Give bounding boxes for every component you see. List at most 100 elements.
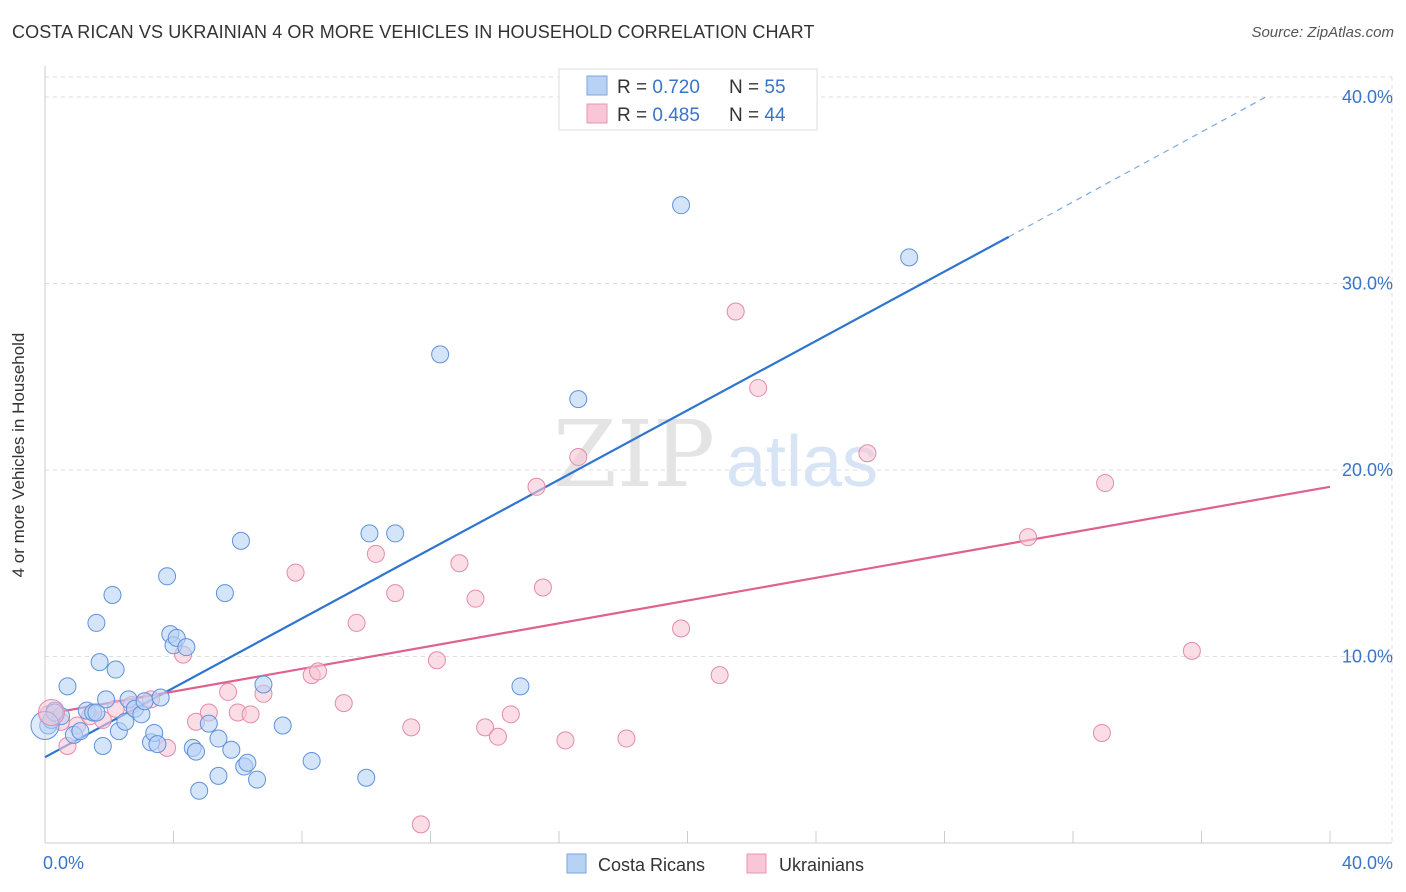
point-ukrainians-23 — [386, 584, 405, 603]
gridlines — [45, 76, 1393, 843]
point-ukrainians-29 — [476, 718, 495, 737]
point-ukrainians-28 — [466, 589, 485, 608]
point-costa-ricans-17 — [116, 712, 135, 731]
point-ukrainians-42 — [1019, 528, 1038, 547]
point-ukrainians-25 — [411, 815, 430, 834]
legend-n-value-2: 44 — [764, 105, 786, 126]
point-ukrainians-39 — [726, 302, 745, 321]
point-costa-ricans-53 — [900, 248, 919, 267]
point-costa-ricans-13 — [97, 690, 116, 709]
point-costa-ricans-44 — [273, 716, 292, 735]
point-ukrainians-38 — [710, 666, 729, 685]
point-costa-ricans-35 — [209, 766, 228, 785]
point-ukrainians-35 — [569, 447, 588, 466]
legend-n-label-1: N = 55 — [729, 77, 786, 98]
trend-line-ukrainians — [44, 485, 1331, 716]
point-costa-ricans-6 — [71, 722, 90, 741]
bottom-legend-swatch-costa-ricans — [566, 853, 587, 874]
point-ukrainians-21 — [347, 613, 366, 632]
point-costa-ricans-47 — [360, 524, 379, 543]
point-costa-ricans-43 — [254, 675, 273, 694]
y-tick-label-1: 20.0% — [1342, 460, 1393, 480]
legend: R = 0.720 N = 55 R = 0.485 N = 44 — [558, 68, 818, 131]
trend-lines — [44, 96, 1331, 759]
point-ukrainians-17 — [286, 563, 305, 582]
x-tick-label-min: 0.0% — [43, 853, 84, 873]
point-ukrainians-34 — [556, 731, 575, 750]
legend-r-label-1: R = 0.720 — [617, 77, 700, 98]
point-costa-ricans-45 — [302, 751, 321, 770]
point-costa-ricans-4 — [58, 677, 77, 696]
y-tick-label-2: 30.0% — [1342, 274, 1393, 294]
point-costa-ricans-25 — [151, 688, 170, 707]
legend-swatch-pink — [586, 103, 608, 124]
point-costa-ricans-39 — [231, 531, 250, 550]
bottom-legend-swatch-ukrainians — [746, 853, 767, 874]
point-ukrainians-24 — [402, 718, 421, 737]
y-tick-label-0: 10.0% — [1342, 647, 1393, 667]
point-ukrainians-26 — [427, 651, 446, 670]
legend-n-label-2: N = 44 — [729, 105, 786, 126]
point-costa-ricans-41 — [238, 753, 257, 772]
point-costa-ricans-46 — [357, 768, 376, 787]
point-ukrainians-36 — [617, 729, 636, 748]
x-tick-label-max: 40.0% — [1342, 853, 1393, 873]
source-label: Source: ZipAtlas.com — [1251, 24, 1394, 41]
point-costa-ricans-52 — [672, 196, 691, 215]
point-ukrainians-22 — [366, 544, 385, 563]
point-ukrainians-40 — [749, 378, 768, 397]
point-ukrainians-33 — [533, 578, 552, 597]
axes — [44, 66, 1392, 844]
point-costa-ricans-34 — [199, 714, 218, 733]
point-costa-ricans-26 — [158, 567, 177, 586]
point-costa-ricans-30 — [177, 638, 196, 657]
point-costa-ricans-48 — [386, 524, 405, 543]
point-costa-ricans-38 — [222, 740, 241, 759]
point-ukrainians-41 — [858, 444, 877, 463]
bottom-legend: Costa Ricans Ukrainians — [566, 853, 864, 875]
point-costa-ricans-21 — [135, 692, 154, 711]
point-costa-ricans-24 — [148, 735, 167, 754]
legend-r-label-2: R = 0.485 — [617, 105, 700, 126]
bottom-legend-ukrainians: Ukrainians — [779, 855, 864, 875]
legend-r-value-1: 0.720 — [652, 77, 700, 98]
point-costa-ricans-36 — [209, 729, 228, 748]
point-ukrainians-cluster — [37, 698, 65, 726]
point-costa-ricans-10 — [87, 613, 106, 632]
legend-swatch-blue — [586, 75, 608, 96]
point-costa-ricans-11 — [90, 653, 109, 672]
point-ukrainians-19 — [309, 662, 328, 681]
legend-r-value-2: 0.485 — [652, 105, 700, 126]
watermark-atlas: atlas — [726, 422, 878, 502]
point-costa-ricans-42 — [248, 770, 267, 789]
watermark: ZIP atlas — [553, 401, 878, 508]
point-ukrainians-31 — [501, 705, 520, 724]
point-ukrainians-43 — [1092, 723, 1111, 742]
point-ukrainians-27 — [450, 554, 469, 573]
point-ukrainians-13 — [219, 682, 238, 701]
data-points — [30, 196, 1201, 834]
chart-title: COSTA RICAN VS UKRAINIAN 4 OR MORE VEHIC… — [12, 22, 815, 42]
point-costa-ricans-14 — [103, 585, 122, 604]
point-costa-ricans-15 — [106, 660, 125, 679]
point-costa-ricans-32 — [186, 742, 205, 761]
point-costa-ricans-9 — [87, 703, 106, 722]
point-costa-ricans-12 — [93, 737, 112, 756]
bottom-legend-costa-ricans: Costa Ricans — [598, 855, 705, 875]
point-ukrainians-44 — [1096, 474, 1115, 493]
point-ukrainians-32 — [527, 477, 546, 496]
point-costa-ricans-50 — [511, 677, 530, 696]
trend-line-costa-ricans-extension — [1008, 96, 1267, 238]
point-costa-ricans-51 — [569, 390, 588, 409]
point-costa-ricans-49 — [431, 345, 450, 364]
point-ukrainians-30 — [488, 727, 507, 746]
point-costa-ricans-33 — [190, 781, 209, 800]
tick-labels: 10.0% 20.0% 30.0% 40.0% 0.0% 40.0% — [43, 87, 1393, 873]
y-tick-label-3: 40.0% — [1342, 87, 1393, 107]
point-costa-ricans-37 — [215, 584, 234, 603]
trend-line-costa-ricans — [44, 235, 1010, 759]
legend-n-value-1: 55 — [764, 77, 785, 98]
point-ukrainians-15 — [241, 705, 260, 724]
point-ukrainians-20 — [334, 694, 353, 713]
